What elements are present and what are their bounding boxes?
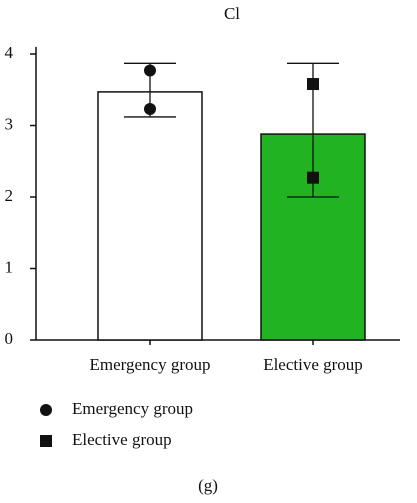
bar <box>97 91 203 341</box>
data-point <box>307 171 319 184</box>
legend-label: Elective group <box>72 430 172 449</box>
x-tick-label: Elective group <box>263 355 363 374</box>
y-tick-label: 0 <box>5 329 14 348</box>
y-tick-label: 4 <box>5 43 14 62</box>
data-point <box>307 78 319 91</box>
y-tick-label: 1 <box>5 257 14 276</box>
caption: (g) <box>198 476 218 495</box>
x-tick-label: Emergency group <box>89 355 210 374</box>
legend-marker <box>40 435 52 447</box>
data-point <box>144 64 156 77</box>
y-tick-label: 2 <box>5 186 14 205</box>
data-point <box>144 103 156 116</box>
y-tick-label: 3 <box>5 114 14 133</box>
legend-marker <box>40 404 52 416</box>
legend-label: Emergency group <box>72 399 193 418</box>
chart-title: Cl <box>224 4 240 23</box>
